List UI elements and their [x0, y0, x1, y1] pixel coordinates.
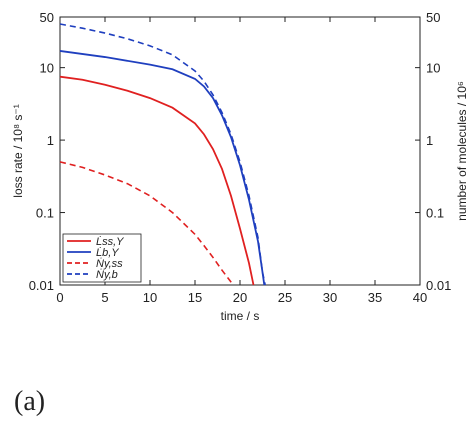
- y-tick-label: 10: [40, 61, 54, 76]
- y-tick-label: 0.01: [29, 278, 54, 293]
- x-tick-label: 15: [188, 290, 202, 305]
- legend-label: L̇ss,Y: [96, 235, 124, 248]
- x-tick-label: 0: [56, 290, 63, 305]
- x-tick-label: 35: [368, 290, 382, 305]
- series-line: [59, 161, 235, 286]
- y2-tick-label: 50: [426, 10, 440, 25]
- series-line: [59, 75, 255, 286]
- legend-box: [62, 233, 142, 283]
- legend-label: Ṅy,b: [96, 269, 118, 281]
- y-tick-label: 1: [47, 133, 54, 148]
- x-tick-label: 40: [413, 290, 427, 305]
- panel-label: (a): [14, 386, 45, 417]
- legend-label: Ṅy,ss: [96, 258, 123, 270]
- y2-tick-label: 0.01: [426, 278, 451, 293]
- x-axis-label: time / s: [221, 309, 260, 323]
- y2-tick-label: 0.1: [426, 206, 444, 221]
- x-tick-label: 10: [143, 290, 157, 305]
- x-tick-label: 30: [323, 290, 337, 305]
- legend-label: L̇b,Y: [96, 246, 119, 259]
- series-line: [59, 23, 266, 286]
- y-axis-label: loss rate / 10⁸ s⁻¹: [11, 104, 25, 197]
- y2-tick-label: 1: [426, 133, 433, 148]
- x-tick-label: 20: [233, 290, 247, 305]
- x-tick-label: 5: [101, 290, 108, 305]
- y2-tick-label: 10: [426, 61, 440, 76]
- x-tick-label: 25: [278, 290, 292, 305]
- y2-axis-label: number of molecules / 10⁶: [455, 81, 469, 221]
- y-tick-label: 0.1: [36, 206, 54, 221]
- y-tick-label: 50: [40, 10, 54, 25]
